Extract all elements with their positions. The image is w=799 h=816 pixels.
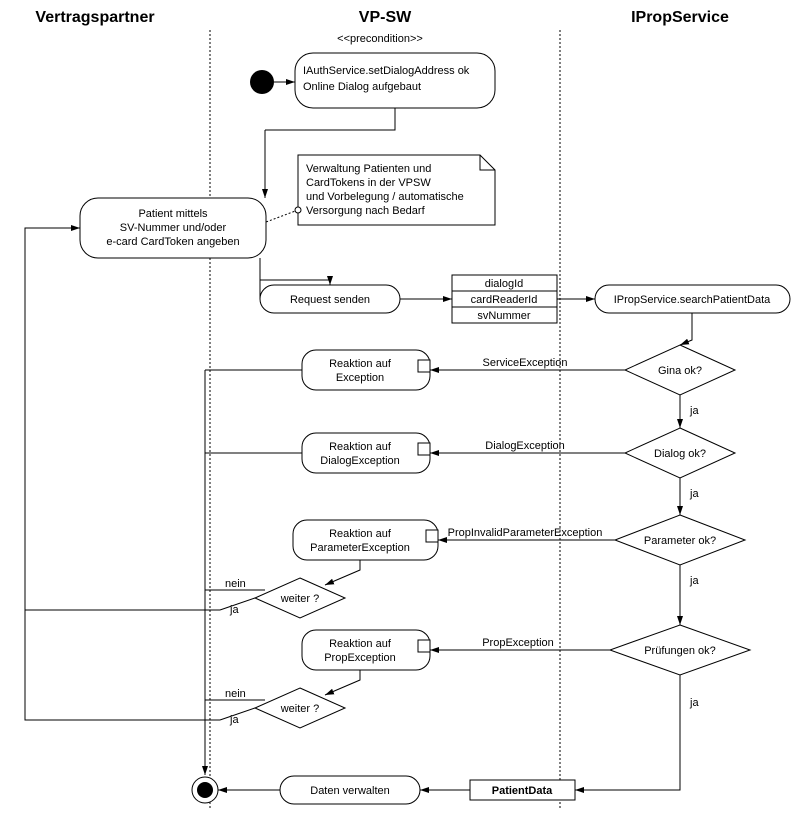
patient-data-object: PatientData bbox=[470, 780, 575, 800]
note-line1: Verwaltung Patienten und bbox=[306, 163, 431, 175]
decision-pruefungen-label: Prüfungen ok? bbox=[644, 645, 716, 657]
pruefungen-ja: ja bbox=[689, 697, 699, 709]
patient-data-label: PatientData bbox=[492, 785, 553, 797]
request-senden-activity: Request senden bbox=[260, 285, 400, 313]
daten-verwalten-activity: Daten verwalten bbox=[280, 776, 420, 804]
reaction-dialog-line1: Reaktion auf bbox=[329, 441, 392, 453]
precondition-line2: Online Dialog aufgebaut bbox=[303, 81, 421, 93]
lane-vpsw-header: VP-SW bbox=[359, 9, 412, 26]
reaction-prop-activity: Reaktion auf PropException bbox=[302, 630, 430, 670]
param-cardreaderid: cardReaderId bbox=[471, 294, 538, 306]
reaction-exception-line1: Reaktion auf bbox=[329, 358, 392, 370]
reaction-parameter-line1: Reaktion auf bbox=[329, 528, 392, 540]
decision-parameter: Parameter ok? bbox=[615, 515, 745, 565]
lane-ipropservice-header: IPropService bbox=[631, 9, 729, 26]
gina-ja: ja bbox=[689, 405, 699, 417]
reaction-dialog-activity: Reaktion auf DialogException bbox=[302, 433, 430, 473]
service-exception-label: ServiceException bbox=[483, 357, 568, 369]
lane-vertragspartner-header: Vertragspartner bbox=[35, 9, 154, 26]
note-line2: CardTokens in der VPSW bbox=[306, 177, 431, 189]
dialog-ja: ja bbox=[689, 488, 699, 500]
dialog-exception-label: DialogException bbox=[485, 440, 565, 452]
precondition-line1: IAuthService.setDialogAddress ok bbox=[303, 65, 470, 77]
decision-pruefungen: Prüfungen ok? bbox=[610, 625, 750, 675]
subactivity-marker-icon bbox=[426, 530, 438, 542]
parameter-exception-label: PropInvalidParameterException bbox=[448, 527, 603, 539]
weiter2-nein: nein bbox=[225, 688, 246, 700]
daten-verwalten-label: Daten verwalten bbox=[310, 785, 390, 797]
decision-dialog-label: Dialog ok? bbox=[654, 448, 706, 460]
subactivity-marker-icon bbox=[418, 640, 430, 652]
request-senden-label: Request senden bbox=[290, 294, 370, 306]
parameter-ja: ja bbox=[689, 575, 699, 587]
prop-exception-label: PropException bbox=[482, 637, 554, 649]
subactivity-marker-icon bbox=[418, 360, 430, 372]
patient-input-line1: Patient mittels bbox=[138, 208, 208, 220]
reaction-parameter-line2: ParameterException bbox=[310, 542, 410, 554]
param-svnummer: svNummer bbox=[477, 310, 531, 322]
decision-weiter-1: weiter ? bbox=[255, 578, 345, 618]
weiter1-nein: nein bbox=[225, 578, 246, 590]
precondition-box: <<precondition>> IAuthService.setDialogA… bbox=[295, 33, 495, 108]
patient-input-line3: e-card CardToken angeben bbox=[106, 236, 239, 248]
decision-weiter1-label: weiter ? bbox=[280, 593, 320, 605]
patient-input-activity: Patient mittels SV-Nummer und/oder e-car… bbox=[80, 198, 266, 258]
search-patient-data-activity: IPropService.searchPatientData bbox=[595, 285, 790, 313]
reaction-prop-line2: PropException bbox=[324, 652, 396, 664]
subactivity-marker-icon bbox=[418, 443, 430, 455]
reaction-exception-line2: Exception bbox=[336, 372, 384, 384]
decision-gina: Gina ok? bbox=[625, 345, 735, 395]
note-line4: Versorgung nach Bedarf bbox=[306, 205, 426, 217]
decision-gina-label: Gina ok? bbox=[658, 365, 702, 377]
weiter2-ja: ja bbox=[229, 714, 239, 726]
reaction-dialog-line2: DialogException bbox=[320, 455, 400, 467]
decision-weiter-2: weiter ? bbox=[255, 688, 345, 728]
reaction-parameter-activity: Reaktion auf ParameterException bbox=[293, 520, 438, 560]
initial-node bbox=[250, 70, 274, 94]
note-connector bbox=[266, 210, 298, 222]
reaction-exception-activity: Reaktion auf Exception bbox=[302, 350, 430, 390]
decision-weiter2-label: weiter ? bbox=[280, 703, 320, 715]
note-line3: und Vorbelegung / automatische bbox=[306, 191, 464, 203]
patient-input-line2: SV-Nummer und/oder bbox=[120, 222, 227, 234]
reaction-prop-line1: Reaktion auf bbox=[329, 638, 392, 650]
decision-parameter-label: Parameter ok? bbox=[644, 535, 716, 547]
service-call-label: IPropService.searchPatientData bbox=[614, 294, 771, 306]
params-object: dialogId cardReaderId svNummer bbox=[452, 275, 557, 323]
param-dialogid: dialogId bbox=[485, 278, 524, 290]
final-node bbox=[192, 777, 218, 803]
weiter1-ja: ja bbox=[229, 604, 239, 616]
precondition-stereotype: <<precondition>> bbox=[337, 33, 423, 45]
note-box: Verwaltung Patienten und CardTokens in d… bbox=[298, 155, 495, 225]
activity-diagram: Vertragspartner VP-SW IPropService <<pre… bbox=[0, 0, 799, 816]
decision-dialog: Dialog ok? bbox=[625, 428, 735, 478]
